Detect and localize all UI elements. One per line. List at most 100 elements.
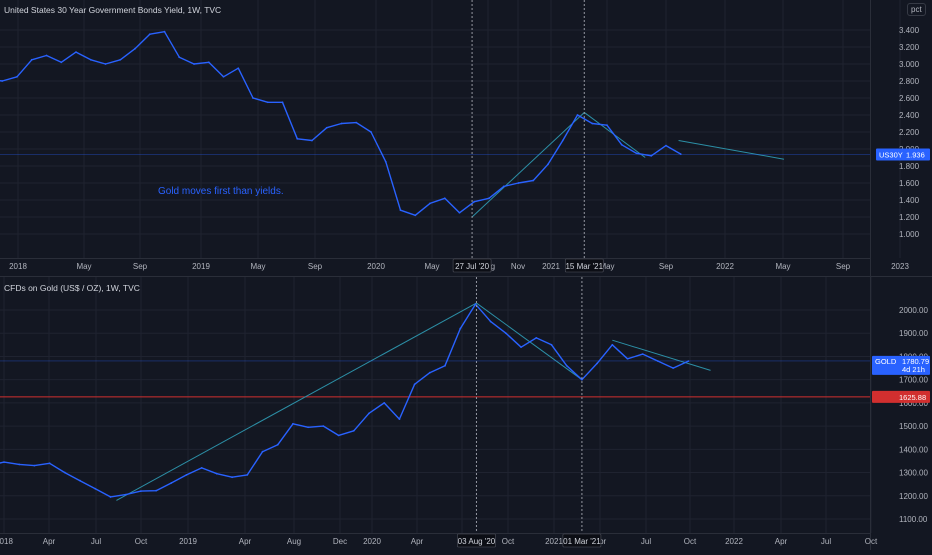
yield-data-point — [16, 75, 18, 78]
y-tick-label: 2.600 — [899, 94, 920, 103]
yield-data-point — [517, 182, 520, 184]
x-tick-label: May — [76, 262, 91, 271]
gold-data-point — [459, 327, 462, 330]
gold-data-point — [124, 493, 127, 496]
yield-data-point — [163, 30, 166, 33]
crosshair-date-box — [562, 533, 602, 548]
x-tick-label: 2018 — [9, 262, 27, 271]
gold-data-point — [322, 425, 325, 428]
gold-data-point — [626, 357, 629, 360]
trendline[interactable] — [476, 302, 583, 381]
trendline[interactable] — [678, 140, 785, 160]
yield-data-point — [502, 185, 505, 188]
gold-data-point — [474, 303, 477, 306]
gold-data-point — [444, 364, 446, 367]
y-tick-label: 1200.00 — [899, 492, 928, 501]
x-tick-label: Sep — [308, 262, 323, 271]
yield-data-point — [488, 197, 490, 200]
x-tick-label: Oct — [502, 537, 515, 546]
gold-data-point — [307, 426, 310, 429]
trendline[interactable] — [116, 302, 477, 501]
gold-data-point — [596, 362, 599, 365]
gold-data-point — [581, 378, 583, 381]
gold-data-point — [3, 461, 5, 464]
gold-data-point — [276, 443, 279, 446]
last-price-value: 1780.79 — [902, 357, 929, 366]
support-price-box — [872, 390, 930, 403]
gold-data-point — [261, 450, 264, 453]
yield-data-point — [458, 211, 461, 214]
yield-data-point — [355, 121, 358, 124]
yield-data-point — [591, 122, 594, 125]
yield-data-point — [45, 54, 48, 57]
gold-data-point — [428, 371, 431, 374]
yield-data-point — [414, 214, 417, 217]
gold-data-point — [292, 422, 294, 425]
crosshair-date-box — [457, 533, 496, 548]
x-tick-label: 2023 — [891, 262, 909, 271]
yield-data-point — [340, 122, 343, 125]
last-price-box — [876, 148, 930, 161]
yield-data-point — [576, 114, 579, 116]
gold-data-point — [200, 467, 203, 469]
gold-data-point — [246, 473, 249, 476]
x-tick-label: Dec — [333, 537, 347, 546]
yield-data-point — [561, 139, 564, 142]
x-tick-label: Apr — [775, 537, 788, 546]
unit-button[interactable]: pct — [907, 3, 926, 16]
crosshair-date-label: 03 Aug '20 — [458, 537, 496, 546]
x-tick-label: Apr — [43, 537, 56, 546]
y-tick-label: 2000.00 — [899, 306, 928, 315]
yield-data-point — [178, 56, 181, 59]
y-tick-label: 2.800 — [899, 77, 920, 86]
trendline[interactable] — [471, 112, 585, 218]
yield-data-point — [296, 137, 299, 140]
yield-data-point — [104, 63, 107, 65]
last-price-value: 1.936 — [906, 150, 925, 159]
gold-data-point — [641, 353, 644, 356]
trendline[interactable] — [612, 339, 711, 371]
x-tick-label: 2019 — [192, 262, 210, 271]
yield-data-point — [620, 143, 623, 146]
yield-data-point — [266, 101, 269, 104]
y-tick-label: 1.400 — [899, 196, 920, 205]
top-pane-title: United States 30 Year Government Bonds Y… — [4, 5, 222, 15]
yield-data-point — [311, 139, 313, 142]
gold-data-point — [216, 472, 218, 475]
annotation-text: Gold moves first than yields. — [158, 186, 284, 197]
yield-data-point — [384, 160, 387, 163]
yield-data-point — [60, 61, 63, 64]
x-tick-label: Oct — [684, 537, 697, 546]
y-tick-label: 1.800 — [899, 162, 920, 171]
gold-data-point — [413, 383, 416, 386]
crosshair-date-label: 01 Mar '21 — [563, 537, 601, 546]
y-tick-label: 1700.00 — [899, 376, 928, 385]
gold-data-point — [489, 320, 492, 323]
yield-data-point — [119, 58, 122, 61]
x-tick-label: Nov — [511, 262, 525, 271]
y-tick-label: 3.000 — [899, 60, 920, 69]
yield-data-point — [281, 101, 284, 104]
y-tick-label: 1100.00 — [899, 515, 928, 524]
yield-data-point — [193, 63, 195, 65]
gold-data-point — [18, 463, 21, 466]
yield-data-point — [635, 152, 638, 155]
yield-data-point — [532, 179, 535, 182]
y-tick-label: 1400.00 — [899, 445, 928, 454]
x-tick-label: Sep — [836, 262, 851, 271]
gold-data-point — [368, 412, 370, 415]
yield-data-point — [665, 144, 667, 147]
gold-data-point — [48, 462, 51, 465]
crosshair-date-label: 15 Mar '21 — [565, 262, 603, 271]
x-tick-label: Aug — [287, 537, 301, 546]
x-tick-label: 2022 — [725, 537, 743, 546]
y-tick-label: 3.200 — [899, 43, 920, 52]
y-tick-label: 2.400 — [899, 111, 920, 120]
yield-data-point — [252, 97, 254, 99]
gold-data-point — [109, 496, 112, 498]
yield-series-line[interactable] — [0, 31, 682, 217]
x-tick-label: May — [599, 262, 614, 271]
x-tick-label: 2019 — [179, 537, 197, 546]
